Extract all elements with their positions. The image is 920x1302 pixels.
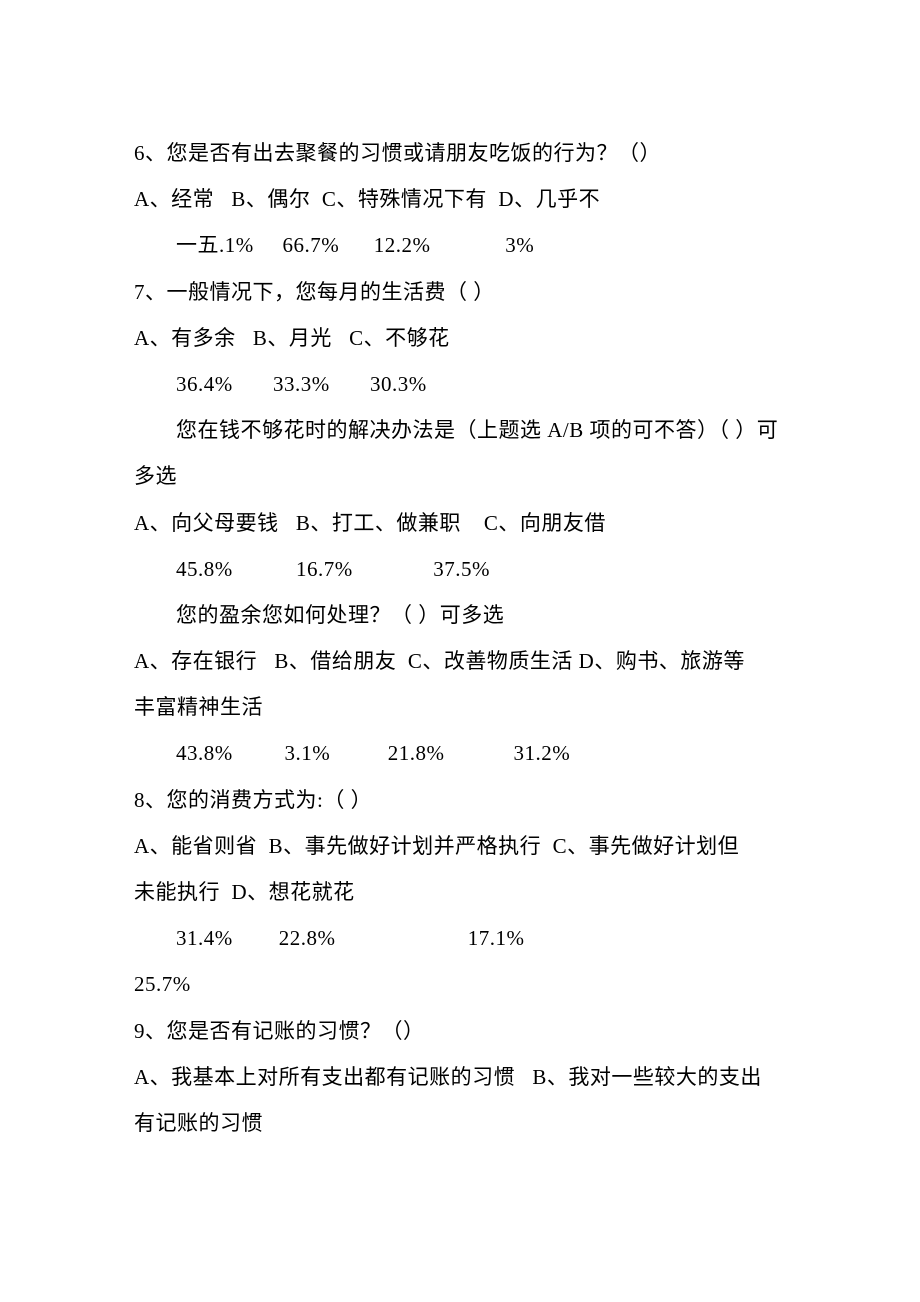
text-line: 丰富精神生活: [134, 684, 790, 730]
text-line: 8、您的消费方式为:（ ）: [134, 777, 790, 823]
text-line: A、向父母要钱 B、打工、做兼职 C、向朋友借: [134, 500, 790, 546]
document-body: 6、您是否有出去聚餐的习惯或请朋友吃饭的行为？（）A、经常 B、偶尔 C、特殊情…: [134, 130, 790, 1146]
text-line: 36.4% 33.3% 30.3%: [134, 361, 790, 407]
text-line: 您的盈余您如何处理？（ ）可多选: [134, 592, 790, 638]
text-line: A、能省则省 B、事先做好计划并严格执行 C、事先做好计划但: [134, 823, 790, 869]
text-line: A、有多余 B、月光 C、不够花: [134, 315, 790, 361]
text-line: A、经常 B、偶尔 C、特殊情况下有 D、几乎不: [134, 176, 790, 222]
text-line: A、存在银行 B、借给朋友 C、改善物质生活 D、购书、旅游等: [134, 638, 790, 684]
text-line: 多选: [134, 453, 790, 499]
text-line: 25.7%: [134, 961, 790, 1007]
text-line: A、我基本上对所有支出都有记账的习惯 B、我对一些较大的支出: [134, 1054, 790, 1100]
text-line: 45.8% 16.7% 37.5%: [134, 546, 790, 592]
text-line: 有记账的习惯: [134, 1100, 790, 1146]
text-line: 9、您是否有记账的习惯？（）: [134, 1008, 790, 1054]
text-line: 7、一般情况下，您每月的生活费（ ）: [134, 269, 790, 315]
text-line: 一五.1% 66.7% 12.2% 3%: [134, 222, 790, 268]
text-line: 未能执行 D、想花就花: [134, 869, 790, 915]
text-line: 6、您是否有出去聚餐的习惯或请朋友吃饭的行为？（）: [134, 130, 790, 176]
text-line: 您在钱不够花时的解决办法是（上题选 A/B 项的可不答）（ ）可: [134, 407, 790, 453]
text-line: 31.4% 22.8% 17.1%: [134, 915, 790, 961]
text-line: 43.8% 3.1% 21.8% 31.2%: [134, 730, 790, 776]
